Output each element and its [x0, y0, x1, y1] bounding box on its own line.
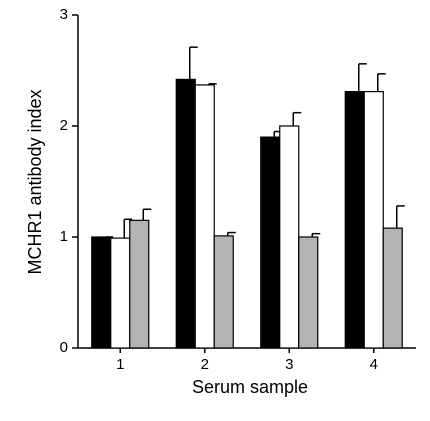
y-tick-label: 2	[60, 117, 68, 134]
x-tick-label: 3	[285, 356, 293, 373]
bar	[363, 90, 384, 349]
bar	[279, 125, 300, 349]
x-axis-title: Serum sample	[192, 377, 308, 397]
bar	[110, 237, 131, 349]
bar	[194, 84, 215, 349]
y-axis-title: MCHR1 antibody index	[25, 89, 45, 274]
y-tick-label: 0	[60, 339, 68, 356]
bar	[213, 235, 234, 349]
bar	[382, 227, 403, 349]
bar	[91, 236, 112, 349]
bar	[344, 90, 365, 349]
y-tick-label: 1	[60, 228, 68, 245]
bar	[260, 136, 281, 349]
x-tick-label: 2	[201, 356, 209, 373]
bar	[298, 236, 319, 349]
x-tick-label: 4	[370, 356, 378, 373]
bar	[175, 78, 196, 349]
x-tick-label: 1	[116, 356, 124, 373]
bar	[129, 219, 150, 349]
y-tick-label: 3	[60, 6, 68, 23]
